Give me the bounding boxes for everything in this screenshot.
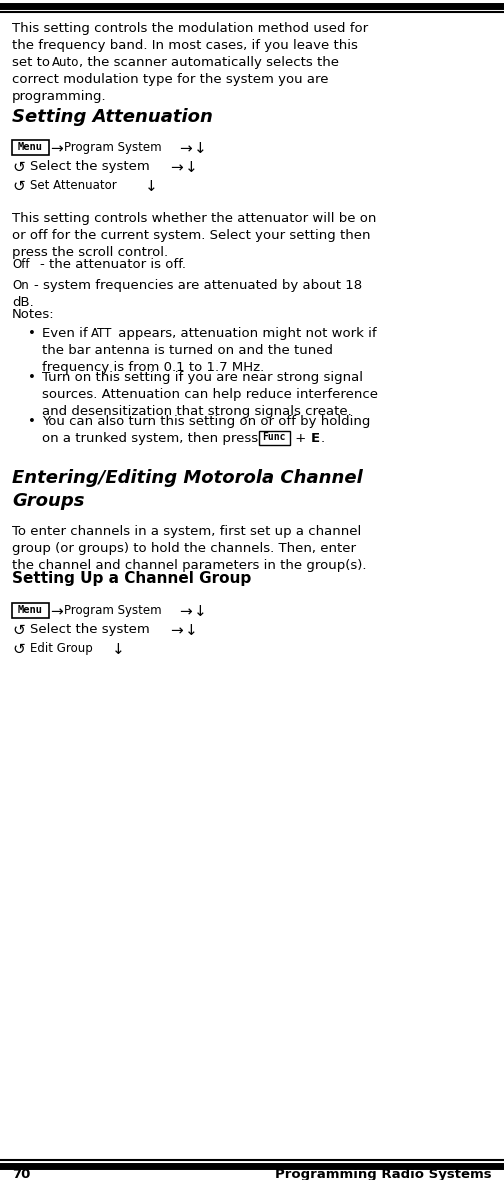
Text: on a trunked system, then pressing: on a trunked system, then pressing [42,432,283,445]
Text: Auto: Auto [52,55,79,68]
Text: programming.: programming. [12,90,107,103]
Text: Setting Attenuation: Setting Attenuation [12,109,213,126]
Text: appears, attenuation might not work if: appears, attenuation might not work if [114,327,376,340]
Text: ↓: ↓ [145,179,158,194]
Text: Menu: Menu [18,605,42,615]
Text: •: • [28,415,36,428]
Text: →: → [179,140,192,156]
Text: ↓: ↓ [185,623,198,638]
Text: →: → [50,140,63,156]
Text: This setting controls whether the attenuator will be on: This setting controls whether the attenu… [12,212,376,225]
Text: Groups: Groups [12,492,85,510]
Text: Entering/Editing Motorola Channel: Entering/Editing Motorola Channel [12,468,363,487]
Text: •: • [28,327,36,340]
Text: →: → [50,604,63,620]
Text: +: + [291,432,315,445]
FancyBboxPatch shape [12,139,48,155]
Text: •: • [28,371,36,384]
Text: correct modulation type for the system you are: correct modulation type for the system y… [12,73,329,86]
Text: Setting Up a Channel Group: Setting Up a Channel Group [12,571,251,586]
Text: press the scroll control.: press the scroll control. [12,245,168,258]
Text: You can also turn this setting on or off by holding: You can also turn this setting on or off… [42,415,370,428]
FancyBboxPatch shape [259,431,289,445]
Text: Off: Off [12,258,30,271]
Text: Program System: Program System [64,140,162,155]
FancyBboxPatch shape [12,603,48,617]
Text: Edit Group: Edit Group [30,642,93,655]
Text: ↺: ↺ [12,179,25,194]
Text: group (or groups) to hold the channels. Then, enter: group (or groups) to hold the channels. … [12,542,356,555]
Text: ↺: ↺ [12,160,25,175]
Text: This setting controls the modulation method used for: This setting controls the modulation met… [12,22,368,35]
Text: To enter channels in a system, first set up a channel: To enter channels in a system, first set… [12,525,361,538]
Text: Func: Func [262,433,286,442]
Text: Programming Radio Systems: Programming Radio Systems [275,1168,492,1180]
Text: and desensitization that strong signals create.: and desensitization that strong signals … [42,405,352,418]
Text: ATT: ATT [91,327,112,340]
Text: .: . [321,432,325,445]
Text: ↓: ↓ [112,642,125,657]
Text: ↺: ↺ [12,642,25,657]
Text: ↓: ↓ [194,140,207,156]
Text: →: → [170,160,183,175]
Text: - the attenuator is off.: - the attenuator is off. [40,258,186,271]
Text: Menu: Menu [18,142,42,152]
Text: ↓: ↓ [185,160,198,175]
Text: dB.: dB. [12,296,34,309]
Text: Even if: Even if [42,327,92,340]
Text: Select the system: Select the system [30,160,150,173]
Text: Notes:: Notes: [12,308,54,321]
Text: , the scanner automatically selects the: , the scanner automatically selects the [79,55,339,68]
Text: Program System: Program System [64,604,162,617]
Text: - system frequencies are attenuated by about 18: - system frequencies are attenuated by a… [34,278,362,291]
Text: Turn on this setting if you are near strong signal: Turn on this setting if you are near str… [42,371,363,384]
Text: ↓: ↓ [194,604,207,620]
Text: Select the system: Select the system [30,623,150,636]
Text: frequency is from 0.1 to 1.7 MHz.: frequency is from 0.1 to 1.7 MHz. [42,361,264,374]
Text: the channel and channel parameters in the group(s).: the channel and channel parameters in th… [12,559,366,572]
Text: →: → [170,623,183,638]
Text: →: → [179,604,192,620]
Text: 70: 70 [12,1168,30,1180]
Text: set to: set to [12,55,54,68]
Text: sources. Attenuation can help reduce interference: sources. Attenuation can help reduce int… [42,388,378,401]
Text: ↺: ↺ [12,623,25,638]
Text: the bar antenna is turned on and the tuned: the bar antenna is turned on and the tun… [42,345,333,358]
Text: E: E [311,432,320,445]
Text: or off for the current system. Select your setting then: or off for the current system. Select yo… [12,229,370,242]
Text: On: On [12,278,29,291]
Text: Set Attenuator: Set Attenuator [30,179,117,192]
Text: the frequency band. In most cases, if you leave this: the frequency band. In most cases, if yo… [12,39,358,52]
